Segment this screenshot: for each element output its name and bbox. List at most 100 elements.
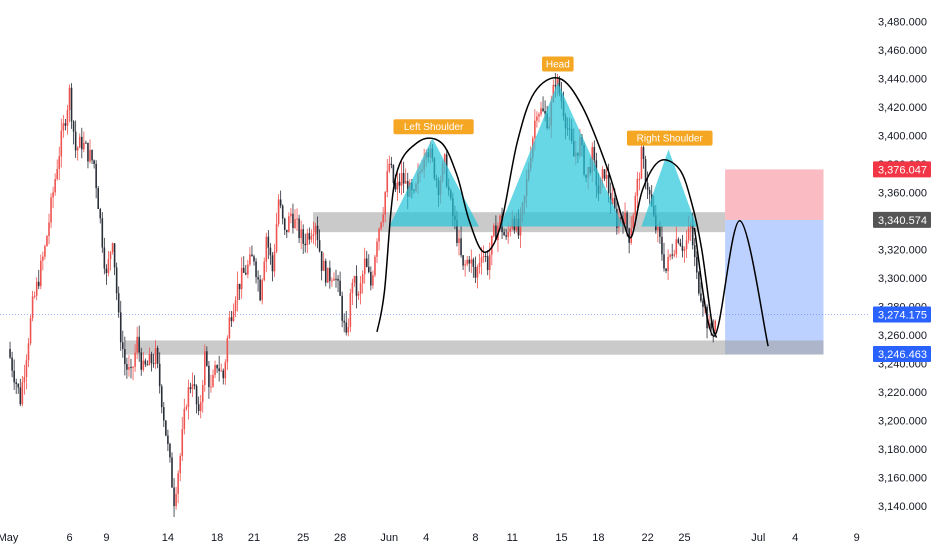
x-tick-label-14: 22 bbox=[641, 532, 653, 544]
candle-body-248 bbox=[517, 218, 520, 236]
candle-body-92 bbox=[197, 404, 200, 412]
candle-body-261 bbox=[544, 111, 546, 114]
candle-body-308 bbox=[640, 147, 643, 179]
candle-body-298 bbox=[620, 217, 622, 219]
candle-body-303 bbox=[630, 228, 632, 243]
candle-body-338 bbox=[702, 300, 704, 307]
candle-body-125 bbox=[265, 236, 268, 262]
candle-body-317 bbox=[659, 226, 661, 237]
candle-body-56 bbox=[124, 349, 126, 365]
y-tick-label-1: 3,460.000 bbox=[878, 45, 927, 57]
candle-body-93 bbox=[199, 402, 202, 412]
candle-body-239 bbox=[499, 215, 501, 227]
candle-body-129 bbox=[273, 251, 276, 272]
price-axis: 3,480.000 3,460.000 3,440.000 3,420.000 3,40… bbox=[878, 16, 927, 513]
pattern-triangle-1 bbox=[500, 82, 623, 227]
take-profit-zone bbox=[725, 219, 824, 355]
candle-body-120 bbox=[255, 261, 257, 278]
candle-body-330 bbox=[685, 240, 688, 249]
candle-body-88 bbox=[189, 387, 192, 390]
candle-body-78 bbox=[169, 443, 171, 458]
candle-body-316 bbox=[657, 226, 659, 231]
candle-body-81 bbox=[175, 493, 177, 507]
candle-body-109 bbox=[232, 311, 235, 321]
candle-body-63 bbox=[138, 336, 140, 353]
candle-body-323 bbox=[671, 254, 673, 256]
candle-body-192 bbox=[402, 172, 405, 184]
candle-body-319 bbox=[663, 254, 665, 269]
y-tick-label-17: 3,140.000 bbox=[878, 501, 927, 513]
candle-body-310 bbox=[644, 159, 647, 183]
candle-body-242 bbox=[505, 235, 507, 237]
candle-body-87 bbox=[187, 387, 190, 408]
price-tag-bg-0 bbox=[873, 161, 931, 178]
candle-body-50 bbox=[111, 243, 114, 253]
candle-body-122 bbox=[259, 279, 261, 301]
candle-body-149 bbox=[314, 225, 317, 235]
candle-body-60 bbox=[132, 366, 134, 368]
candle-body-73 bbox=[158, 363, 161, 387]
candle-body-91 bbox=[195, 385, 198, 405]
candle-body-290 bbox=[603, 169, 606, 179]
candle-body-43 bbox=[97, 188, 99, 209]
candle-body-244 bbox=[509, 228, 512, 232]
candle-body-77 bbox=[167, 435, 169, 444]
candle-body-111 bbox=[236, 283, 239, 301]
y-tick-label-2: 3,440.000 bbox=[878, 73, 927, 85]
candle-body-332 bbox=[689, 224, 692, 229]
candle-body-237 bbox=[495, 225, 497, 240]
candle-body-24 bbox=[58, 156, 61, 170]
candle-body-123 bbox=[261, 280, 263, 301]
candle-body-134 bbox=[283, 218, 286, 230]
pattern-triangle-2 bbox=[641, 149, 697, 227]
candle-body-176 bbox=[370, 272, 372, 286]
candle-body-66 bbox=[144, 360, 147, 365]
price-tags: 3,376.047 3,340.574 3,274.175 3,246.463 bbox=[873, 161, 931, 363]
candle-body-8 bbox=[25, 360, 28, 377]
x-tick-label-13: 18 bbox=[592, 532, 604, 544]
candle-body-292 bbox=[607, 174, 610, 193]
candle-body-11 bbox=[31, 296, 34, 319]
y-tick-label-11: 3,260.000 bbox=[878, 330, 927, 342]
price-tag-1: 3,340.574 bbox=[878, 215, 927, 227]
candle-body-95 bbox=[204, 351, 206, 386]
candle-body-69 bbox=[150, 354, 153, 364]
candle-body-45 bbox=[101, 218, 104, 248]
candle-body-96 bbox=[206, 351, 208, 366]
candle-body-295 bbox=[614, 198, 616, 209]
candle-body-9 bbox=[27, 343, 30, 361]
candle-body-114 bbox=[242, 267, 245, 273]
candle-body-172 bbox=[361, 274, 364, 284]
y-tick-label-0: 3,480.000 bbox=[878, 16, 927, 28]
candle-body-100 bbox=[214, 365, 216, 375]
candle-body-163 bbox=[343, 320, 345, 323]
candle-body-153 bbox=[322, 260, 325, 271]
candle-body-300 bbox=[624, 212, 626, 224]
candle-body-135 bbox=[286, 229, 288, 233]
candle-body-158 bbox=[333, 278, 335, 281]
x-tick-label-18: 9 bbox=[854, 532, 860, 544]
candle-body-212 bbox=[443, 154, 446, 164]
candle-body-1 bbox=[11, 357, 13, 371]
candle-body-80 bbox=[173, 487, 175, 507]
candle-body-138 bbox=[292, 213, 294, 229]
annotation-label-bg-1 bbox=[542, 56, 574, 72]
candle-body-166 bbox=[349, 293, 352, 327]
candle-body-305 bbox=[634, 195, 637, 216]
candle-body-178 bbox=[374, 256, 376, 276]
candle-body-57 bbox=[126, 364, 128, 370]
candle-body-186 bbox=[390, 163, 393, 166]
candle-body-230 bbox=[480, 257, 483, 263]
candle-body-159 bbox=[335, 278, 337, 280]
y-tick-label-4: 3,400.000 bbox=[878, 130, 927, 142]
candle-body-164 bbox=[345, 322, 348, 333]
candle-body-115 bbox=[245, 272, 247, 275]
candle-body-331 bbox=[687, 228, 690, 241]
candle-body-70 bbox=[152, 363, 155, 365]
candle-body-160 bbox=[337, 278, 339, 281]
y-tick-label-16: 3,160.000 bbox=[878, 472, 927, 484]
candle-body-179 bbox=[376, 241, 378, 257]
candle-body-223 bbox=[466, 259, 468, 265]
price-tag-bg-2 bbox=[873, 306, 931, 323]
